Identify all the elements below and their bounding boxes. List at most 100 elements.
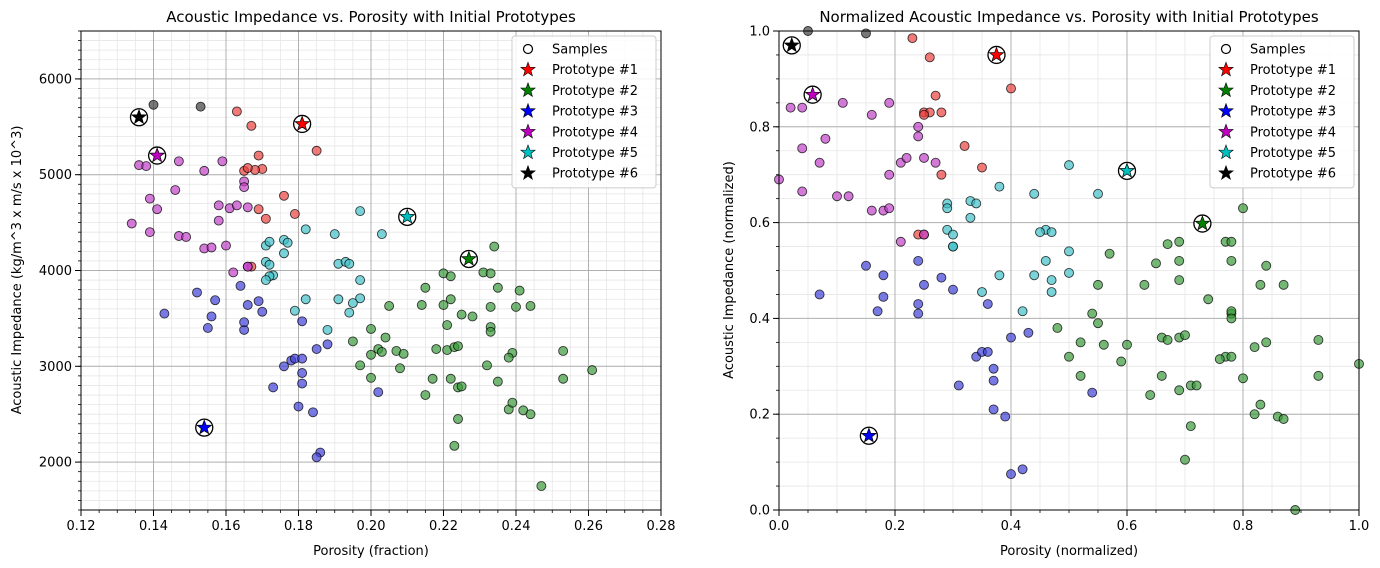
sample-point (536, 481, 547, 491)
sample-point (253, 150, 264, 161)
sample-point (293, 401, 304, 412)
sample-point (1017, 306, 1028, 317)
sample-point (1087, 308, 1098, 319)
sample-point (936, 169, 947, 180)
sample-point (843, 191, 854, 202)
prototype-star (460, 250, 477, 266)
y-tick-label: 2000 (39, 456, 72, 471)
sample-point (1064, 351, 1074, 362)
sample-point (1162, 239, 1173, 250)
sample-point (866, 109, 877, 120)
sample-point (1139, 279, 1150, 290)
sample-point (235, 280, 246, 291)
legend-label: Samples (552, 43, 608, 58)
sample-point (1075, 337, 1086, 348)
sample-point (485, 326, 496, 337)
sample-point (1191, 380, 1202, 391)
sample-point (456, 309, 467, 320)
y-tick-label: 0.0 (749, 504, 770, 519)
sample-point (1174, 255, 1185, 266)
prototype-star (149, 147, 166, 163)
prototype-star (196, 419, 213, 435)
sample-point (489, 241, 500, 252)
sample-point (797, 143, 808, 154)
sample-point (264, 259, 275, 270)
sample-point (1029, 188, 1040, 199)
chart-left: Acoustic Impedance vs. Porosity with Ini… (10, 8, 675, 559)
prototype-star (860, 427, 878, 443)
sample-point (1261, 260, 1272, 271)
sample-point (525, 409, 536, 420)
sample-point (1093, 318, 1103, 329)
sample-point (384, 300, 395, 311)
sample-point (930, 90, 941, 101)
x-tick-label: 0.2 (885, 519, 906, 534)
sample-point (311, 452, 322, 463)
sample-point (297, 378, 308, 389)
sample-point (416, 300, 427, 310)
x-tick-label: 0.0 (769, 519, 790, 534)
sample-point (329, 229, 340, 240)
sample-point (148, 99, 159, 110)
legend-marker-prototype (520, 82, 536, 98)
sample-point (242, 163, 253, 173)
sample-point (239, 317, 250, 328)
sample-point (948, 284, 958, 295)
sample-point (1174, 236, 1185, 247)
sample-point (1064, 267, 1074, 278)
legend-marker-prototype (520, 102, 536, 118)
sample-point (1046, 275, 1057, 286)
sample-point (311, 344, 322, 355)
sample-point (982, 346, 993, 357)
sample-point (884, 169, 895, 180)
sample-point (297, 316, 308, 327)
sample-point (152, 204, 163, 215)
legend: Samples Prototype #1 Prototype #2 Prototype… (1209, 35, 1355, 189)
sample-point (913, 255, 924, 266)
legend-label: Prototype #4 (1250, 125, 1336, 140)
sample-point (1006, 332, 1016, 343)
x-tick-label: 0.18 (284, 519, 313, 534)
sample-point (1238, 373, 1248, 384)
sample-point (231, 106, 242, 117)
sample-point (959, 141, 970, 151)
legend-marker-prototype (520, 123, 536, 139)
y-tick-label: 0.8 (749, 120, 770, 135)
sample-point (1116, 356, 1127, 367)
sample-point (253, 296, 264, 307)
sample-point (936, 272, 947, 283)
sample-point (878, 291, 889, 302)
sample-point (206, 242, 217, 253)
sample-point (1087, 387, 1098, 398)
x-tick-label: 0.8 (1233, 519, 1254, 534)
sample-point (420, 282, 431, 293)
sample-point (953, 380, 964, 391)
legend-marker-prototype (520, 144, 536, 160)
sample-point (355, 206, 366, 217)
sample-point (355, 293, 366, 304)
sample-point (861, 260, 871, 271)
sample-point (1000, 411, 1011, 422)
sample-point (445, 294, 456, 305)
sample-point (977, 287, 987, 298)
sample-point (380, 332, 391, 343)
sample-point (884, 97, 895, 108)
sample-point (260, 213, 271, 224)
sample-point (373, 387, 384, 398)
sample-point (279, 361, 289, 372)
sample-point (1093, 188, 1103, 199)
sample-point (438, 300, 449, 310)
sample-point (942, 203, 953, 214)
sample-point (376, 346, 387, 357)
sample-point (126, 218, 137, 229)
sample-point (344, 258, 355, 269)
sample-point (246, 120, 257, 131)
sample-point (1040, 255, 1051, 266)
sample-point (300, 224, 311, 235)
minor-grid (778, 30, 1360, 511)
prototype-markers (129, 108, 479, 437)
sample-point (1226, 351, 1237, 362)
prototype-star (988, 46, 1005, 62)
x-tick-label: 0.22 (429, 519, 458, 534)
sample-point (297, 368, 308, 378)
